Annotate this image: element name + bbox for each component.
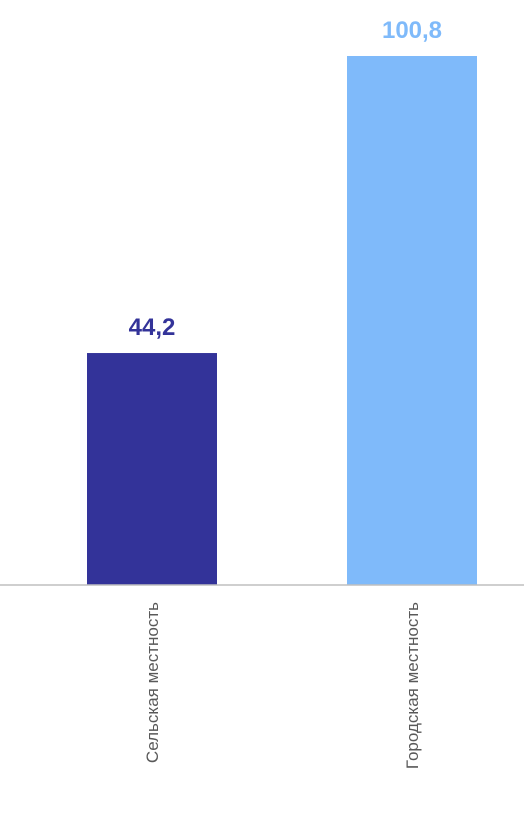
value-label-1: 100,8 — [382, 17, 442, 44]
value-label-0: 44,2 — [129, 314, 176, 341]
bar-0 — [87, 353, 217, 585]
category-labels-group: Сельская местность Городская местность — [143, 602, 422, 769]
bar-1 — [347, 56, 477, 585]
category-label-0: Сельская местность — [143, 602, 162, 763]
value-labels-group: 44,2 100,8 — [129, 17, 442, 341]
bars-group — [87, 56, 477, 585]
category-label-1: Городская местность — [403, 602, 422, 769]
